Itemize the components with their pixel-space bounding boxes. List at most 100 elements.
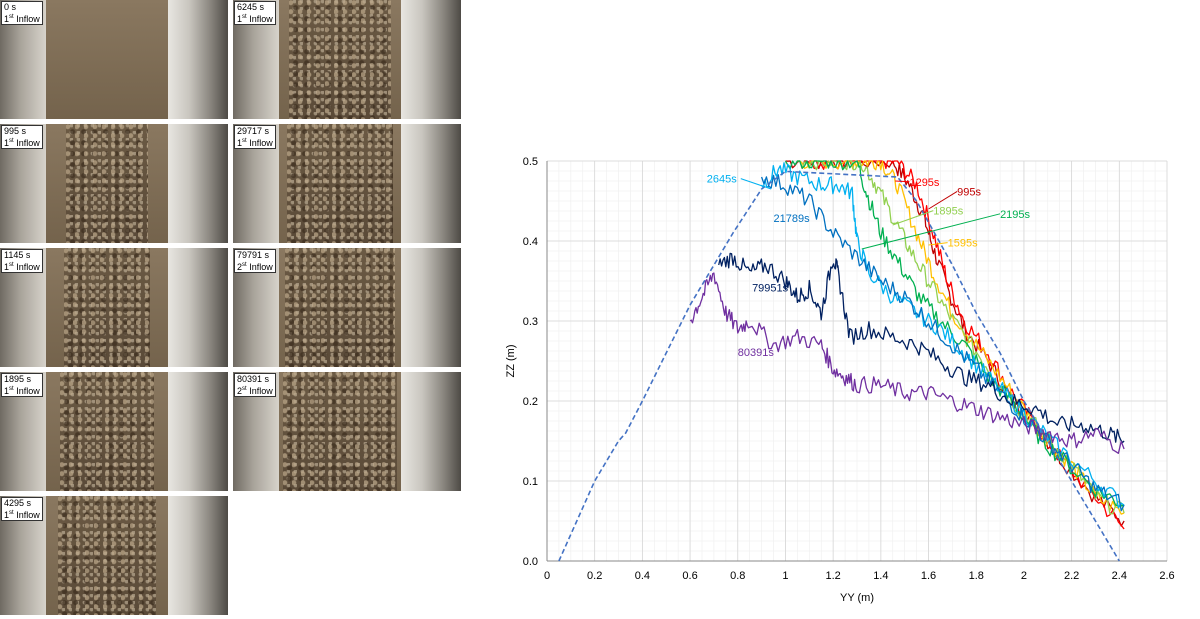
photo-inflow: 1st Inflow [237, 136, 273, 148]
x-tick-label: 2 [1021, 570, 1027, 582]
flume-wall-right [168, 372, 228, 491]
series-annotation-label: 80391s [738, 347, 775, 359]
initial-bed-profile-line [558, 170, 1120, 562]
photo-time: 995 s [4, 126, 27, 136]
photo-time: 0 s [4, 2, 17, 12]
flume-wall-right [401, 124, 461, 243]
inflow-ordinal: st [9, 138, 14, 144]
inflow-word: Inflow [13, 510, 40, 520]
sediment-deposit [59, 372, 155, 491]
inflow-ordinal: st [242, 262, 247, 268]
sediment-deposit [288, 0, 392, 119]
inflow-ordinal: st [9, 386, 14, 392]
photo-label: 4295 s 1st Inflow [1, 497, 43, 521]
inflow-word: Inflow [246, 386, 273, 396]
flume-wall-right [168, 248, 228, 367]
photo-time: 79791 s [237, 250, 270, 260]
flume-wall-right [401, 248, 461, 367]
photo-inflow: 1st Inflow [4, 384, 40, 396]
photo-label: 6245 s 1st Inflow [234, 1, 276, 25]
series-line-79951s [718, 252, 1125, 444]
photo-label: 79791 s 2st Inflow [234, 249, 276, 273]
sediment-deposit [284, 248, 396, 367]
flume-wall-right [401, 0, 461, 119]
annotation-leader-line [861, 213, 1001, 250]
inflow-number: 1 [4, 138, 10, 148]
x-tick-label: 2.2 [1064, 570, 1079, 582]
x-tick-label: 1.8 [969, 570, 984, 582]
inflow-number: 1 [237, 138, 243, 148]
photo-time: 80391 s [237, 374, 270, 384]
flume-channel [46, 0, 168, 119]
flume-photo-grid: 0 s 1st Inflow 6245 s 1st Inflow 995 s 1st In… [0, 0, 470, 619]
inflow-ordinal: st [9, 14, 14, 20]
flume-wall-right [401, 372, 461, 491]
inflow-number: 2 [237, 386, 243, 396]
series-annotation-label: 995s [957, 186, 981, 198]
flume-photo: 1895 s 1st Inflow [0, 372, 228, 491]
flume-photo: 29717 s 1st Inflow [233, 124, 461, 243]
annotation-leader-line [895, 180, 910, 183]
x-tick-label: 1 [782, 570, 788, 582]
inflow-number: 1 [4, 14, 10, 24]
x-tick-label: 1.4 [873, 570, 888, 582]
photo-time: 1145 s [4, 250, 31, 260]
photo-time: 1895 s [4, 374, 32, 384]
x-tick-label: 2.4 [1112, 570, 1127, 582]
inflow-word: Inflow [13, 262, 40, 272]
x-tick-label: 1.2 [826, 570, 841, 582]
inflow-number: 1 [4, 510, 10, 520]
photo-inflow: 2st Inflow [237, 260, 273, 272]
inflow-ordinal: st [242, 386, 247, 392]
series-annotation-label: 1895s [933, 206, 963, 218]
x-tick-label: 1.6 [921, 570, 936, 582]
flume-photo: 4295 s 1st Inflow [0, 496, 228, 615]
inflow-ordinal: st [242, 138, 247, 144]
inflow-number: 2 [237, 262, 243, 272]
annotation-leader-line [928, 190, 958, 210]
series-annotation-label: 1595s [948, 238, 978, 250]
photo-label: 1145 s 1st Inflow [1, 249, 43, 273]
inflow-word: Inflow [246, 138, 273, 148]
x-tick-label: 0 [544, 570, 550, 582]
sediment-deposit [57, 496, 157, 615]
photo-inflow: 1st Inflow [4, 136, 40, 148]
photo-inflow: 1st Inflow [237, 12, 273, 24]
flume-photo: 0 s 1st Inflow [0, 0, 228, 119]
annotation-leader-line [892, 210, 934, 226]
y-tick-label: 0.2 [523, 396, 538, 408]
x-tick-label: 2.6 [1159, 570, 1174, 582]
y-tick-label: 0.3 [523, 316, 538, 328]
series-annotation-label: 21789s [774, 213, 811, 225]
x-tick-label: 0.2 [587, 570, 602, 582]
x-axis-title: YY (m) [840, 592, 874, 604]
flume-photo: 6245 s 1st Inflow [233, 0, 461, 119]
series-annotation-label: 1295s [909, 177, 939, 189]
inflow-number: 1 [4, 262, 10, 272]
photo-label: 1895 s 1st Inflow [1, 373, 43, 397]
flume-photo: 79791 s 2st Inflow [233, 248, 461, 367]
inflow-number: 1 [237, 14, 243, 24]
inflow-number: 1 [4, 386, 10, 396]
flume-photo: 1145 s 1st Inflow [0, 248, 228, 367]
inflow-word: Inflow [246, 14, 273, 24]
series-annotation-label: 2195s [1000, 209, 1030, 221]
inflow-ordinal: st [9, 262, 14, 268]
y-tick-label: 0.5 [523, 156, 538, 168]
flume-photo: 995 s 1st Inflow [0, 124, 228, 243]
y-tick-label: 0.4 [523, 236, 538, 248]
flume-wall-right [168, 0, 228, 119]
photo-time: 4295 s [4, 498, 32, 508]
sediment-deposit [282, 372, 398, 491]
photo-inflow: 1st Inflow [4, 12, 40, 24]
series-line-21789s [760, 174, 1125, 512]
photo-time: 29717 s [237, 126, 270, 136]
inflow-word: Inflow [13, 386, 40, 396]
photo-inflow: 1st Inflow [4, 260, 40, 272]
series-line-80391s [689, 272, 1125, 454]
flume-photo: 80391 s 2st Inflow [233, 372, 461, 491]
bed-profile-chart: 0 0.2 0.4 0.6 0.8 1 1.2 1.4 1.6 1.8 2 2.2 2.4 2.6 0.0 0… [505, 156, 1175, 604]
y-axis-title: ZZ (m) [505, 345, 517, 378]
y-tick-label: 0.1 [523, 476, 538, 488]
flume-wall-right [168, 124, 228, 243]
